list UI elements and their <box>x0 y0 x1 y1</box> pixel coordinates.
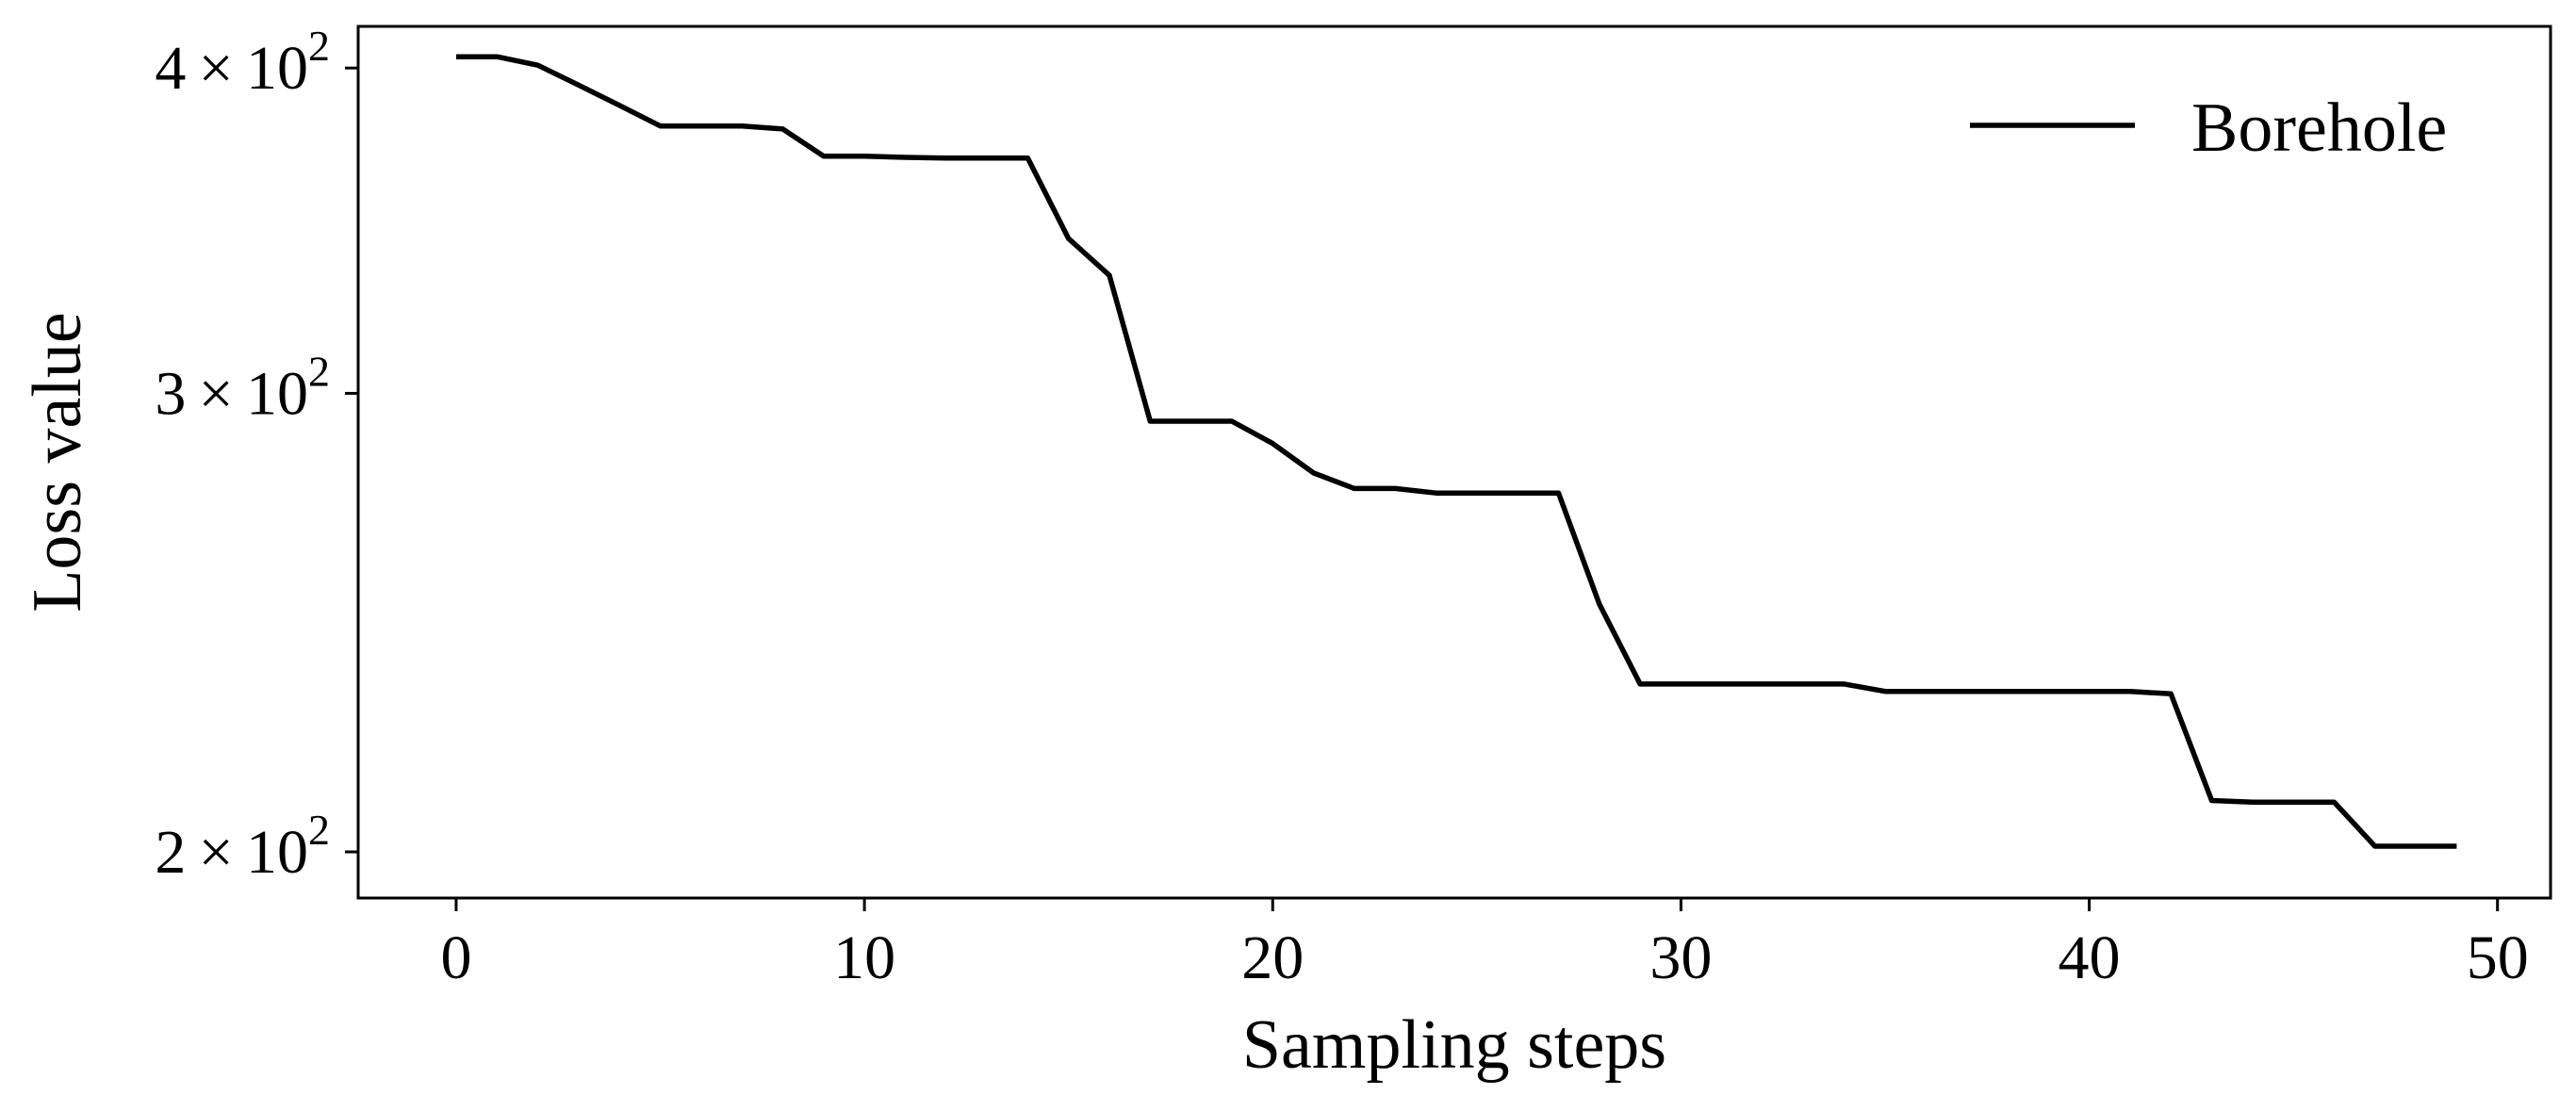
x-tick-label: 30 <box>1649 923 1712 992</box>
axes-frame <box>356 25 2552 900</box>
y-tick-label: 3 × 102 <box>155 347 330 428</box>
y-axis-ticks: 2 × 102 3 × 102 4 × 102 <box>155 22 358 887</box>
x-tick-label: 20 <box>1241 923 1304 992</box>
x-axis-ticks: 0 10 20 30 40 50 <box>440 898 2529 992</box>
x-tick-label: 40 <box>2059 923 2121 992</box>
y-axis-title: Loss value <box>19 312 96 613</box>
x-tick-label: 10 <box>833 923 895 992</box>
legend-label-borehole: Borehole <box>2191 90 2447 167</box>
x-tick-label: 0 <box>440 923 471 992</box>
y-tick-label: 2 × 102 <box>155 806 330 887</box>
y-tick-label: 4 × 102 <box>155 22 330 103</box>
legend: Borehole <box>1970 90 2447 167</box>
x-tick-label: 50 <box>2467 923 2529 992</box>
x-axis-title: Sampling steps <box>1242 1006 1666 1084</box>
series-line-borehole <box>456 54 2457 849</box>
